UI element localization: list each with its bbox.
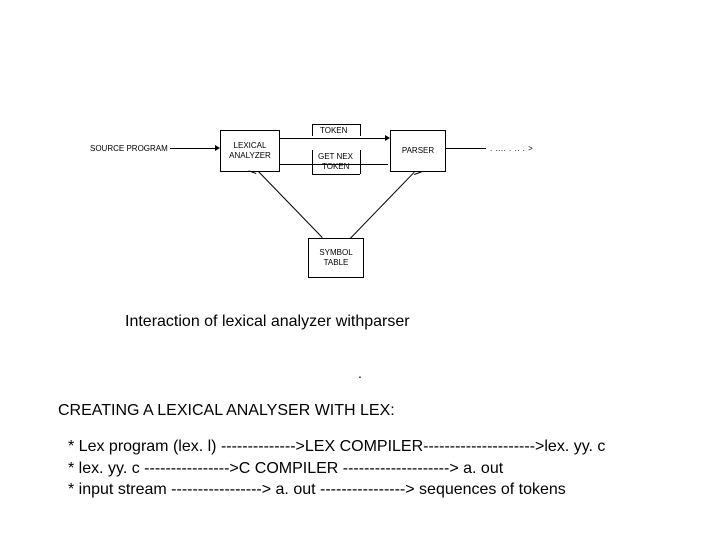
mid-frame-right-bot — [360, 150, 361, 174]
lexical-analyzer-box: LEXICAL ANALYZER — [220, 130, 280, 172]
get-next-line1: GET NEX — [318, 152, 353, 161]
mid-frame-left-bot — [312, 150, 313, 174]
lexical-analyzer-diagram: SOURCE PROGRAM LEXICAL ANALYZER TOKEN GE… — [90, 130, 630, 310]
mid-frame-left-top — [312, 124, 313, 136]
stray-dot: . — [358, 365, 362, 381]
mid-frame-top — [312, 124, 360, 125]
trailing-dashes: . .... . .. . > — [490, 144, 533, 153]
lexical-analyzer-line1: LEXICAL — [234, 141, 267, 151]
parser-label: PARSER — [402, 146, 434, 156]
get-next-line2: TOKEN — [322, 162, 349, 171]
diagram-caption: Interaction of lexical analyzer withpars… — [125, 313, 410, 331]
bullet-3: * input stream -----------------> a. out… — [68, 479, 605, 501]
symbol-table-line2: TABLE — [324, 258, 349, 268]
mid-frame-right-top — [360, 124, 361, 136]
symbol-table-line1: SYMBOL — [319, 248, 352, 258]
mid-frame-bot — [312, 174, 360, 175]
line-symbol-to-parser — [350, 172, 415, 239]
arrow-source-to-lex — [170, 148, 218, 149]
token-label: TOKEN — [320, 126, 347, 135]
line-symbol-to-lex — [258, 171, 323, 238]
source-program-label: SOURCE PROGRAM — [90, 144, 168, 153]
arrow-lex-to-parser — [280, 138, 388, 139]
bullet-2: * lex. yy. c ---------------->C COMPILER… — [68, 458, 605, 480]
bullet-list: * Lex program (lex. l) -------------->LE… — [68, 436, 605, 501]
section-heading: CREATING A LEXICAL ANALYSER WITH LEX: — [58, 402, 395, 420]
symbol-table-box: SYMBOL TABLE — [308, 238, 364, 278]
arrow-parser-out — [446, 148, 486, 149]
bullet-1: * Lex program (lex. l) -------------->LE… — [68, 436, 605, 458]
lexical-analyzer-line2: ANALYZER — [229, 151, 271, 161]
parser-box: PARSER — [390, 130, 446, 172]
